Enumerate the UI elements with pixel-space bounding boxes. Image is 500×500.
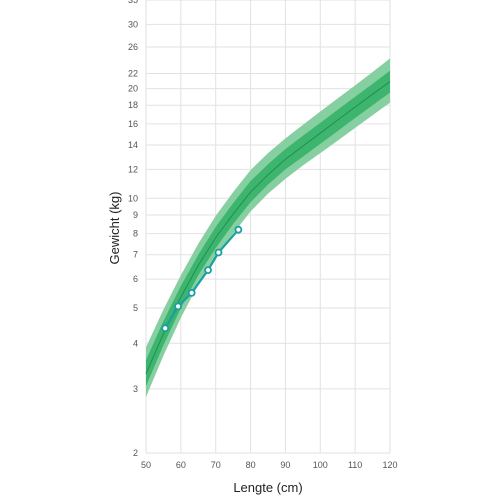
median-line xyxy=(145,81,391,374)
y-tick-label: 3 xyxy=(133,384,138,394)
y-tick-label: 35 xyxy=(128,0,138,5)
y-tick-label: 6 xyxy=(133,274,138,284)
grid-lines xyxy=(145,0,391,454)
y-tick-label: 10 xyxy=(128,193,138,203)
y-tick-label: 20 xyxy=(128,84,138,94)
y-tick-label: 4 xyxy=(133,338,138,348)
y-axis-title: Gewicht (kg) xyxy=(107,192,122,265)
y-tick-label: 14 xyxy=(128,140,138,150)
x-tick-label: 70 xyxy=(211,460,221,470)
y-tick-label: 18 xyxy=(128,100,138,110)
measurement-line xyxy=(164,228,240,329)
x-tick-label: 80 xyxy=(246,460,256,470)
measurement-series xyxy=(161,225,243,333)
y-tick-label: 8 xyxy=(133,229,138,239)
measurement-point xyxy=(187,288,196,297)
x-tick-label: 60 xyxy=(176,460,186,470)
measurement-point xyxy=(214,248,223,257)
y-tick-label: 26 xyxy=(128,42,138,52)
x-tick-label: 120 xyxy=(382,460,397,470)
y-tick-label: 5 xyxy=(133,303,138,313)
y-tick-label: 9 xyxy=(133,210,138,220)
y-tick-label: 22 xyxy=(128,68,138,78)
y-tick-label: 2 xyxy=(133,448,138,458)
x-tick-label: 50 xyxy=(141,460,151,470)
inner-percentile-band xyxy=(146,70,390,387)
axes: 50 60 70 80 90 100 110 120 2 3 4 5 6 7 8 9 10 12 14 16 18 20 2… xyxy=(128,0,398,470)
outer-percentile-band xyxy=(146,58,390,397)
y-tick-label: 7 xyxy=(133,250,138,260)
x-tick-label: 100 xyxy=(313,460,328,470)
y-tick-label: 16 xyxy=(128,119,138,129)
measurement-point xyxy=(234,225,243,234)
y-tick-label: 12 xyxy=(128,164,138,174)
measurement-point xyxy=(161,324,170,333)
measurement-point xyxy=(204,266,212,275)
x-axis-title: Lengte (cm) xyxy=(233,480,302,495)
reference-bands xyxy=(145,58,391,397)
x-tick-label: 90 xyxy=(280,460,290,470)
measurement-point xyxy=(174,302,182,311)
y-tick-label: 30 xyxy=(128,19,138,29)
x-tick-label: 110 xyxy=(348,460,362,470)
